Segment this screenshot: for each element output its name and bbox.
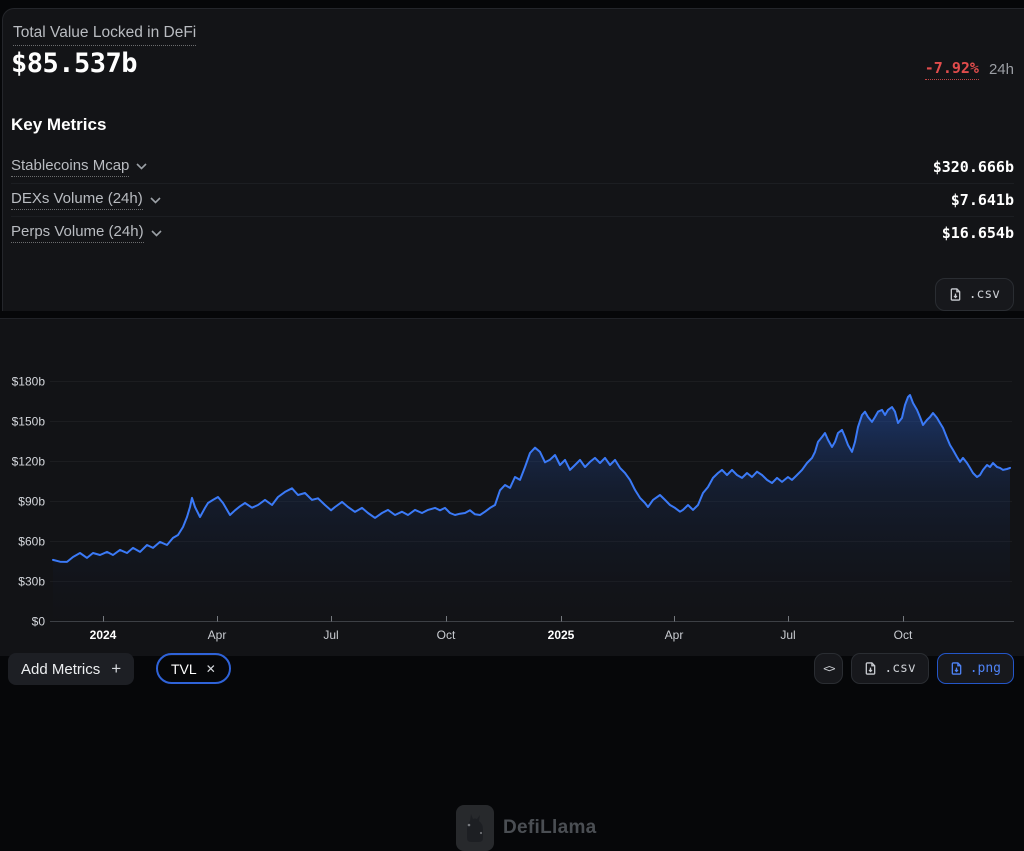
metric-stablecoins-mcap[interactable]: Stablecoins Mcap	[11, 157, 147, 177]
x-axis-label: Apr	[665, 628, 684, 642]
y-axis-label: $150b	[12, 415, 46, 429]
x-axis-label: Jul	[323, 628, 338, 642]
change-period-label: 24h	[988, 61, 1014, 78]
tvl-summary-card: Total Value Locked in DeFi $85.537b -7.9…	[2, 8, 1024, 311]
chevron-down-icon[interactable]	[151, 229, 162, 237]
chevron-down-icon[interactable]	[150, 196, 161, 204]
x-axis-label: Apr	[208, 628, 227, 642]
table-row: DEXs Volume (24h) $7.641b	[11, 183, 1014, 216]
chart-csv-button[interactable]: .csv	[851, 653, 929, 684]
y-axis-label: $90b	[18, 495, 45, 509]
metric-value: $16.654b	[941, 224, 1014, 242]
download-csv-button[interactable]: .csv	[934, 278, 1014, 311]
tvl-chip[interactable]: TVL ✕	[156, 653, 231, 684]
defillama-llama-icon	[456, 805, 494, 851]
embed-button[interactable]: <>	[814, 653, 844, 684]
x-axis-label: Oct	[894, 628, 913, 642]
y-axis-label: $60b	[18, 535, 45, 549]
file-download-icon	[951, 662, 962, 675]
x-axis-label: Oct	[437, 628, 456, 642]
tvl-area-fill	[53, 395, 1010, 622]
x-axis-label: Jul	[780, 628, 795, 642]
plus-icon: +	[111, 659, 122, 678]
metric-dexs-volume[interactable]: DEXs Volume (24h)	[11, 190, 161, 210]
y-axis-label: $0	[32, 615, 46, 629]
table-row: Perps Volume (24h) $16.654b	[11, 216, 1014, 249]
close-icon[interactable]: ✕	[205, 661, 216, 676]
watermark: DefiLlama	[456, 805, 597, 851]
llama-logo	[467, 814, 483, 842]
change-row: -7.92% 24h	[924, 59, 1014, 80]
defillama-dashboard: { "header": { "title": "Total Value Lock…	[0, 8, 1024, 851]
chart-export-buttons: <> .csv .png	[814, 653, 1014, 684]
metric-value: $320.666b	[932, 157, 1014, 176]
y-axis-label: $30b	[18, 575, 45, 589]
tvl-value: $85.537b	[11, 48, 138, 79]
embed-icon: <>	[823, 662, 835, 675]
key-metrics-heading: Key Metrics	[11, 115, 107, 134]
metric-value: $7.641b	[950, 191, 1014, 209]
tvl-line	[52, 394, 1011, 563]
add-metrics-button[interactable]: Add Metrics +	[8, 653, 135, 685]
table-row: Stablecoins Mcap $320.666b	[11, 150, 1014, 183]
metric-perps-volume[interactable]: Perps Volume (24h)	[11, 223, 162, 243]
tvl-area-chart[interactable]: $180b $150b $120b $90b $60b $30b $0 2024 Apr Jul O…	[0, 318, 1024, 656]
file-download-icon	[950, 288, 961, 301]
page-title[interactable]: Total Value Locked in DeFi	[13, 24, 197, 46]
file-download-icon	[866, 662, 876, 675]
change-percent[interactable]: -7.92%	[924, 59, 979, 80]
chevron-down-icon[interactable]	[136, 163, 147, 170]
y-axis-label: $120b	[12, 455, 46, 469]
chart-png-button[interactable]: .png	[936, 653, 1014, 684]
x-axis-label: 2025	[548, 628, 575, 642]
y-axis-label: $180b	[12, 375, 46, 389]
watermark-text: DefiLlama	[503, 817, 597, 838]
key-metrics-list: Stablecoins Mcap $320.666b DEXs Volume (…	[11, 150, 1014, 249]
x-axis-label: 2024	[90, 628, 117, 642]
